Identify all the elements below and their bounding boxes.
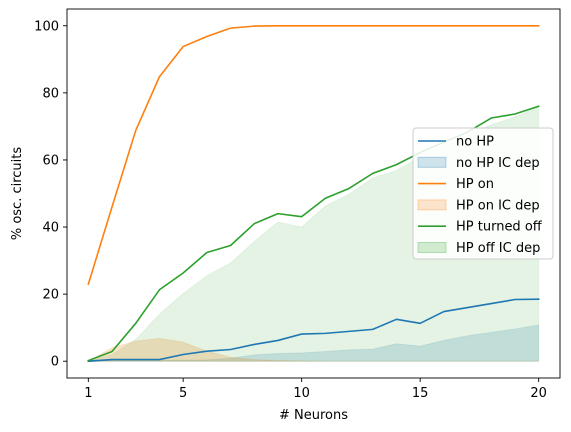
y-tick-label: 60 <box>42 153 59 168</box>
series-line-no-hp <box>87 298 540 363</box>
x-tick-label: 5 <box>179 386 187 401</box>
x-tick-label: 20 <box>530 386 547 401</box>
legend-label-hp-on: HP on <box>456 177 494 192</box>
legend-label-hp-off-ic-dep: HP off IC dep <box>456 241 540 256</box>
y-tick-label: 80 <box>42 86 59 101</box>
y-axis-label: % osc. circuits <box>10 147 25 241</box>
x-tick-label: 1 <box>84 386 92 401</box>
legend-label-hp-turned-off: HP turned off <box>456 220 543 235</box>
y-tick-label: 0 <box>51 355 59 370</box>
y-tick-label: 20 <box>42 288 59 303</box>
plot-frame <box>66 8 561 379</box>
legend-box <box>412 127 554 260</box>
legend-swatch-no-hp-ic-dep <box>417 156 447 168</box>
area-no-hp-ic-dep <box>88 324 540 362</box>
x-axis-label: # Neurons <box>279 408 348 423</box>
y-tick-label: 100 <box>34 19 59 34</box>
x-tick-label: 10 <box>293 386 310 401</box>
x-tick-label: 15 <box>412 386 429 401</box>
legend: no HP no HP IC dep HP on HP on IC dep HP tur… <box>412 127 554 260</box>
y-tick-label: 40 <box>42 221 59 236</box>
series-line-hp-on <box>87 24 540 286</box>
legend-label-no-hp: no HP <box>456 135 494 150</box>
legend-swatch-hp-on-ic-dep <box>417 199 447 211</box>
legend-swatch-hp-off-ic-dep <box>417 242 447 253</box>
legend-label-hp-on-ic-dep: HP on IC dep <box>456 198 540 213</box>
legend-label-no-hp-ic-dep: no HP IC dep <box>456 156 540 171</box>
area-hp-on-ic-dep <box>86 337 539 362</box>
